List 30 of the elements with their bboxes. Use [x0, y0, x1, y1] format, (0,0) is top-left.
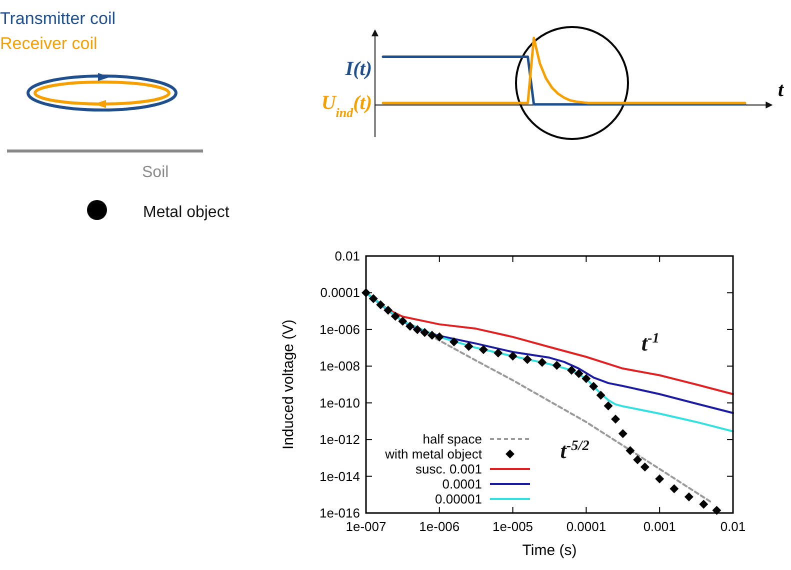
- x-tick-label: 0.01: [720, 519, 746, 534]
- y-tick-label: 1e-012: [320, 432, 360, 448]
- legend-label: susc. 0.001: [416, 462, 482, 476]
- y-tick-label: 1e-014: [320, 468, 360, 484]
- x-axis-title: t: [778, 79, 785, 101]
- legend-label: 0.0001: [442, 476, 482, 492]
- y-tick-label: 1e-006: [320, 322, 360, 337]
- text: Transmitter coil: [0, 9, 116, 28]
- y-tick-label: 1e-008: [320, 358, 360, 374]
- y-tick-label: 1e-016: [320, 506, 360, 520]
- x-tick-label: 0.0001: [566, 519, 606, 534]
- y-tick-label: 0.0001: [320, 285, 360, 300]
- text: Metal object: [143, 204, 230, 221]
- legend-label: with metal object: [384, 446, 482, 462]
- series-label: U$_{ind}$(t): [321, 92, 372, 120]
- x-tick-label: 1e-005: [492, 519, 534, 534]
- legend-label: 0.00001: [435, 492, 482, 506]
- text: Soil: [142, 164, 169, 181]
- series-label: I(t): [344, 58, 372, 80]
- legend-label: half space: [422, 432, 482, 446]
- annotation: t$^{-5/2}$: [560, 438, 590, 463]
- x-tick-label: 1e-006: [419, 519, 460, 534]
- y-tick-label: 1e-010: [320, 395, 360, 410]
- x-tick-label: 0.001: [643, 519, 676, 534]
- y-tick-label: 0.01: [334, 248, 360, 264]
- annotation: t$^{-1}$: [641, 330, 660, 356]
- text: Receiver coil: [0, 34, 98, 53]
- y-axis-title: Induced voltage (V): [280, 319, 297, 450]
- x-axis-title: Time (s): [522, 542, 577, 559]
- x-tick-label: 1e-007: [346, 519, 386, 534]
